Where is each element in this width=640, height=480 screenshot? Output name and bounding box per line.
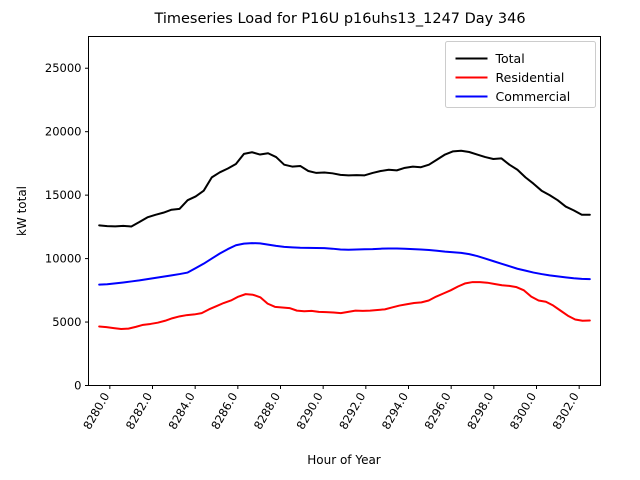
x-tick-label: 8288.0 xyxy=(251,390,283,432)
x-axis-ticks: 8280.0 8282.0 8284.0 8286.0 8288.0 8290.0 8292… xyxy=(80,385,582,432)
x-tick-label: 8300.0 xyxy=(507,390,539,432)
series-line-commercial xyxy=(98,242,591,286)
x-tick-label: 8298.0 xyxy=(464,390,496,432)
legend-label-total: Total xyxy=(495,51,525,66)
y-tick-label: 5000 xyxy=(52,315,81,329)
chart-legend: Total Residential Commercial xyxy=(445,41,596,108)
y-axis-label: kW total xyxy=(15,186,29,236)
y-tick-label: 25000 xyxy=(45,61,82,75)
x-tick-label: 8296.0 xyxy=(422,390,454,432)
y-tick-label: 10000 xyxy=(45,252,82,266)
x-axis-label: Hour of Year xyxy=(307,453,381,467)
x-tick-label: 8282.0 xyxy=(123,390,155,432)
x-tick-label: 8302.0 xyxy=(550,390,582,432)
series-line-residential xyxy=(98,281,591,331)
data-series-group xyxy=(98,149,591,331)
y-tick-label: 20000 xyxy=(45,125,82,139)
x-tick-label: 8290.0 xyxy=(294,390,326,432)
legend-label-residential: Residential xyxy=(496,70,565,85)
page-title: Timeseries Load for P16U p16uhs13_1247 D… xyxy=(153,11,525,27)
series-line-total xyxy=(98,149,591,228)
y-tick-label: 0 xyxy=(74,379,81,393)
x-tick-label: 8284.0 xyxy=(166,390,198,432)
y-tick-label: 15000 xyxy=(45,188,82,202)
y-axis-ticks: 0 5000 10000 15000 20000 25000 xyxy=(45,61,89,393)
x-tick-label: 8294.0 xyxy=(379,390,411,432)
x-tick-label: 8280.0 xyxy=(80,390,112,432)
legend-label-commercial: Commercial xyxy=(496,89,571,104)
x-tick-label: 8292.0 xyxy=(336,390,368,432)
chart-title-group: Timeseries Load for P16U p16uhs13_1247 D… xyxy=(153,11,525,27)
x-tick-label: 8286.0 xyxy=(208,390,240,432)
